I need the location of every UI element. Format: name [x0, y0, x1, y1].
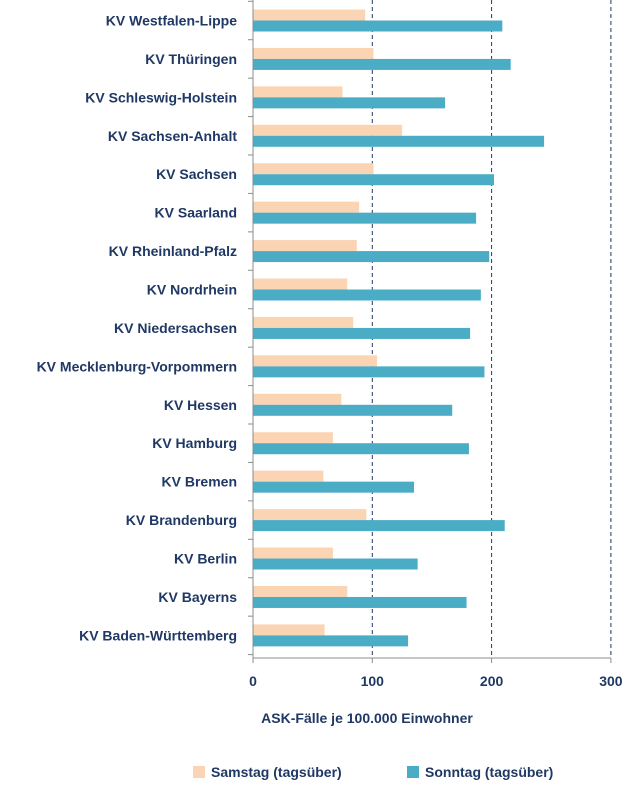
bar — [253, 481, 415, 493]
bar — [253, 470, 324, 482]
category-label: KV Bayerns — [158, 589, 237, 605]
bar — [253, 20, 503, 32]
x-tick-label: 100 — [361, 673, 385, 689]
bar — [253, 547, 333, 559]
legend: Samstag (tagsüber) Sonntag (tagsüber) — [193, 764, 553, 780]
x-tick-label: 200 — [480, 673, 504, 689]
legend-swatch-samstag — [193, 766, 205, 778]
bar — [253, 289, 481, 301]
category-label: KV Niedersachsen — [114, 320, 237, 336]
category-label: KV Saarland — [155, 205, 237, 221]
category-label: KV Hamburg — [152, 435, 237, 451]
category-label: KV Sachsen-Anhalt — [108, 128, 237, 144]
bar — [253, 97, 446, 109]
bar — [253, 404, 453, 416]
category-label: KV Schleswig-Holstein — [85, 89, 237, 105]
bar — [253, 366, 485, 378]
bar — [253, 124, 403, 136]
bar — [253, 58, 511, 70]
bar — [253, 86, 343, 98]
category-label: KV Berlin — [174, 551, 237, 567]
bar — [253, 251, 490, 263]
bar — [253, 432, 333, 444]
bar — [253, 212, 477, 224]
category-label: KV Westfalen-Lippe — [106, 13, 237, 29]
bar — [253, 558, 418, 570]
bar — [253, 47, 374, 59]
bars — [253, 9, 545, 647]
bar — [253, 240, 357, 252]
legend-swatch-sonntag — [407, 766, 419, 778]
bar — [253, 393, 342, 405]
category-labels: KV Westfalen-Lippe KV Thüringen KV Schlesw… — [37, 13, 238, 644]
category-label: KV Thüringen — [145, 51, 237, 67]
bar — [253, 9, 366, 21]
category-label: KV Bremen — [162, 474, 237, 490]
category-label: KV Nordrhein — [147, 282, 237, 298]
category-label: KV Brandenburg — [126, 512, 237, 528]
x-axis-title: ASK-Fälle je 100.000 Einwohner — [261, 710, 473, 726]
bar — [253, 327, 471, 339]
tick-labels: 0 100 200 300 — [249, 673, 623, 689]
legend-label-samstag: Samstag (tagsüber) — [211, 764, 342, 780]
category-label: KV Mecklenburg-Vorpommern — [37, 358, 237, 374]
x-tick-label: 0 — [249, 673, 257, 689]
bar — [253, 135, 545, 147]
bar — [253, 278, 348, 290]
bar — [253, 355, 378, 367]
legend-label-sonntag: Sonntag (tagsüber) — [425, 764, 553, 780]
bar — [253, 635, 409, 647]
category-label: KV Sachsen — [156, 166, 237, 182]
bar — [253, 316, 354, 328]
category-label: KV Rheinland-Pfalz — [109, 243, 237, 259]
bar — [253, 443, 469, 455]
bar — [253, 509, 367, 521]
category-label: KV Baden-Württemberg — [79, 627, 237, 643]
category-label: KV Hessen — [164, 397, 237, 413]
bar — [253, 596, 467, 608]
x-tick-label: 300 — [599, 673, 623, 689]
bar — [253, 201, 360, 213]
bar — [253, 174, 494, 186]
bar — [253, 585, 348, 597]
axes — [248, 0, 612, 663]
bar — [253, 624, 325, 636]
bar — [253, 163, 374, 175]
bar — [253, 520, 505, 532]
